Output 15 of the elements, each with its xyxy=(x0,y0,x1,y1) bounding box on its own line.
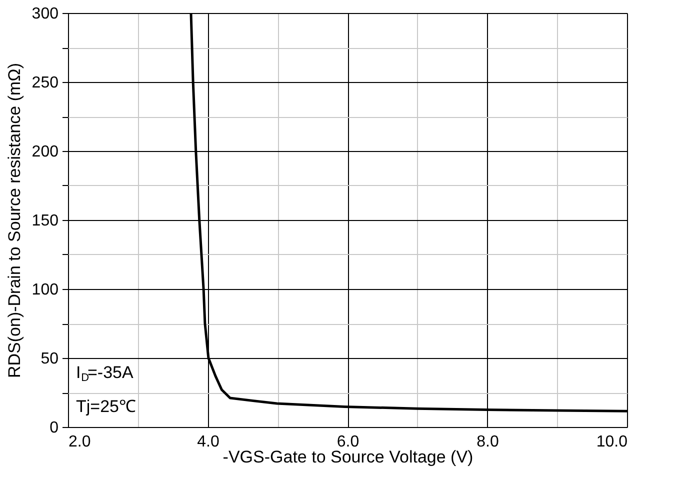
y-axis-title: RDS(on)-Drain to Source resistance (mΩ) xyxy=(4,62,24,378)
y-tick-label: 150 xyxy=(32,212,59,230)
annotation: Tj=25℃ xyxy=(76,397,136,416)
x-tick-label: 8.0 xyxy=(476,434,499,450)
y-tick-label: 100 xyxy=(32,282,59,298)
x-axis-title: -VGS-Gate to Source Voltage (V) xyxy=(222,448,474,466)
y-tick-label: 200 xyxy=(32,144,59,160)
x-tick-label: 6.0 xyxy=(336,434,360,450)
y-tick-label: 300 xyxy=(32,6,59,22)
x-tick-label: 4.0 xyxy=(197,434,220,450)
y-tick-label: 250 xyxy=(32,74,59,92)
y-tick-label: 50 xyxy=(40,350,59,368)
y-tick-label: 0 xyxy=(50,420,59,436)
x-tick-label: 10.0 xyxy=(596,434,628,450)
x-tick-label: 2.0 xyxy=(68,434,91,450)
